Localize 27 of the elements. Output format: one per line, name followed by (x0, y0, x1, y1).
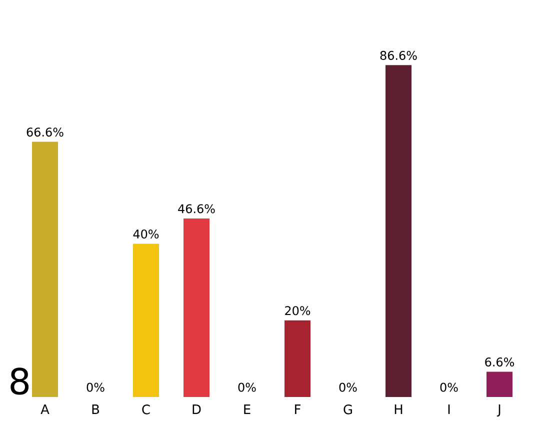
x-tick-label: B (92, 404, 100, 414)
data-label: 40% (133, 229, 159, 239)
data-label: 0% (86, 382, 104, 392)
bar (486, 372, 513, 397)
x-tick-label: J (496, 404, 500, 417)
data-label: 0% (440, 382, 458, 392)
x-tick-label: E (244, 404, 250, 414)
x-tick-label: H (394, 404, 402, 414)
data-label: 0% (238, 382, 256, 392)
x-tick-label: F (295, 404, 300, 414)
x-tick-label: D (192, 404, 201, 414)
bar (386, 65, 412, 397)
data-label: 66.6% (26, 128, 64, 137)
bar (133, 244, 160, 397)
data-label: 6.6% (485, 357, 514, 367)
data-label: 46.6% (178, 204, 215, 214)
annotation: 8 (10, 368, 29, 395)
bar (284, 320, 311, 397)
bar (32, 142, 58, 397)
data-label: 20% (285, 306, 310, 316)
bar (184, 218, 210, 397)
data-label: 86.6% (380, 50, 417, 60)
x-tick-label: A (40, 404, 50, 414)
x-tick-label: C (142, 404, 150, 414)
x-tick-label: I (448, 404, 450, 414)
data-label: 0% (339, 382, 357, 392)
x-tick-label: G (344, 404, 352, 414)
